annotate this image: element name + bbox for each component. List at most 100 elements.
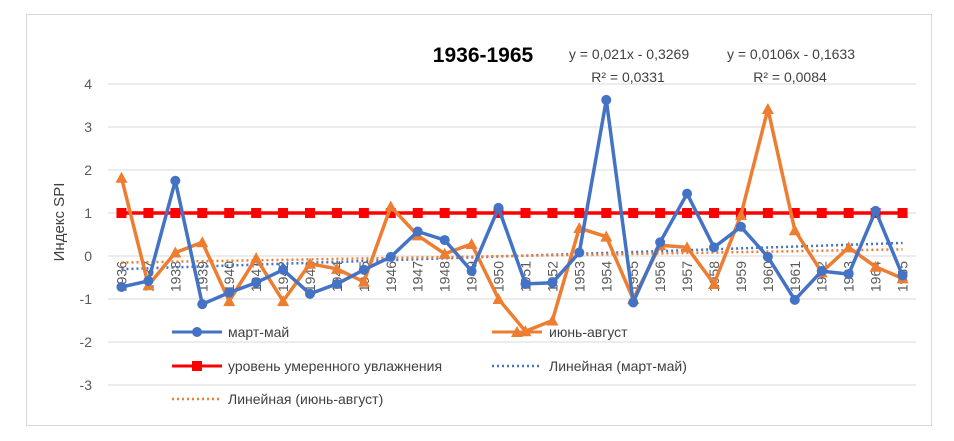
- y-axis-label: Индекс SPI: [51, 183, 68, 262]
- x-tick-label: 1953: [571, 261, 587, 292]
- legend-entry-trend-summer: Линейная (июнь-август): [172, 391, 383, 407]
- point-spring: [574, 247, 585, 258]
- series-lines: [115, 94, 909, 337]
- point-moderate-level: [682, 208, 693, 218]
- x-tick-label: 1961: [787, 261, 803, 292]
- x-tick-label: 1950: [491, 261, 507, 292]
- point-moderate-level: [197, 208, 208, 218]
- point-spring: [601, 94, 612, 105]
- point-spring: [412, 226, 423, 237]
- point-summer: [384, 200, 397, 212]
- point-moderate-level: [116, 208, 127, 218]
- point-summer: [681, 241, 694, 253]
- y-tick-label: 4: [84, 76, 92, 92]
- point-spring: [682, 188, 693, 199]
- point-summer: [250, 252, 263, 264]
- legend: март-май июнь-август уровень умеренного …: [172, 324, 687, 407]
- point-spring: [305, 288, 315, 299]
- x-tick-label: 1956: [652, 261, 668, 292]
- point-spring: [197, 299, 208, 310]
- point-spring: [278, 264, 289, 275]
- point-moderate-level: [224, 208, 235, 218]
- point-spring: [843, 269, 854, 280]
- point-spring: [547, 277, 558, 288]
- point-summer: [546, 314, 559, 326]
- trend-equation-summer: y = 0,0106x - 0,1633: [727, 46, 855, 62]
- point-spring: [358, 264, 369, 275]
- point-moderate-level: [655, 208, 666, 218]
- point-moderate-level: [601, 208, 612, 218]
- x-tick-label: 1960: [760, 261, 776, 292]
- x-tick-label: 1959: [733, 261, 749, 292]
- point-moderate-level: [547, 208, 558, 218]
- point-summer: [465, 237, 478, 249]
- trend-equation-spring: y = 0,021x - 0,3269: [569, 46, 689, 62]
- x-tick-label: 1938: [167, 261, 183, 292]
- point-moderate-level: [331, 208, 342, 218]
- y-tick-label: 0: [84, 248, 92, 264]
- series-spring-line: [121, 98, 905, 306]
- point-summer: [223, 295, 236, 307]
- legend-label-summer: июнь-август: [549, 324, 628, 340]
- point-spring: [466, 266, 477, 277]
- point-moderate-level: [762, 208, 773, 218]
- point-spring: [170, 175, 181, 186]
- legend-label-moderate-level: уровень умеренного увлажнения: [228, 358, 442, 374]
- point-moderate-level: [897, 208, 908, 218]
- trend-r2-summer: R² = 0,0084: [753, 69, 827, 85]
- point-spring: [520, 278, 531, 289]
- point-summer: [600, 230, 613, 242]
- point-moderate-level: [358, 208, 369, 218]
- x-tick-label: 1947: [410, 261, 426, 292]
- point-spring: [251, 277, 262, 288]
- point-summer: [115, 171, 128, 183]
- point-summer: [330, 262, 343, 274]
- point-spring: [735, 221, 746, 232]
- y-tick-label: 1: [84, 205, 92, 221]
- legend-entry-trend-spring: Линейная (март-май): [492, 358, 687, 374]
- point-moderate-level: [466, 208, 477, 218]
- point-summer: [169, 246, 182, 258]
- x-tick-label: 1948: [437, 261, 453, 292]
- y-tick-label: 2: [84, 162, 92, 178]
- point-summer: [357, 275, 370, 287]
- point-summer: [842, 241, 855, 253]
- y-tick-label: -2: [80, 334, 93, 350]
- point-moderate-level: [385, 208, 396, 218]
- point-spring: [816, 266, 827, 277]
- trend-r2-spring: R² = 0,0331: [591, 69, 665, 85]
- point-spring: [143, 275, 154, 286]
- point-summer: [788, 224, 801, 236]
- point-moderate-level: [251, 208, 262, 218]
- point-summer: [492, 293, 505, 304]
- point-spring: [789, 294, 800, 305]
- legend-entry-moderate-level: уровень умеренного увлажнения: [172, 358, 442, 374]
- point-spring: [439, 235, 450, 246]
- point-moderate-level: [520, 208, 531, 218]
- x-tick-label: 1957: [679, 261, 695, 292]
- point-summer: [277, 295, 290, 307]
- point-spring: [762, 251, 773, 262]
- point-spring: [655, 237, 666, 248]
- legend-label-trend-spring: Линейная (март-май): [549, 358, 687, 374]
- point-summer: [304, 257, 316, 269]
- trendline-summer: [121, 248, 903, 264]
- y-tick-label: -3: [80, 377, 93, 393]
- point-spring: [897, 270, 908, 281]
- point-moderate-level: [143, 208, 154, 218]
- x-tick-label: 1954: [598, 261, 614, 292]
- x-tick-label: 1946: [383, 261, 399, 292]
- point-moderate-level: [843, 208, 854, 218]
- point-summer: [708, 277, 720, 289]
- x-tick-label: 1958: [706, 261, 722, 292]
- legend-entry-summer: июнь-август: [492, 324, 628, 340]
- y-tick-label: 3: [84, 119, 92, 135]
- point-moderate-level: [278, 208, 289, 218]
- legend-label-trend-summer: Линейная (июнь-август): [228, 391, 383, 407]
- point-moderate-level: [789, 208, 800, 218]
- point-spring: [870, 205, 881, 216]
- point-summer: [761, 102, 774, 114]
- point-spring: [493, 202, 504, 213]
- point-moderate-level: [439, 208, 450, 218]
